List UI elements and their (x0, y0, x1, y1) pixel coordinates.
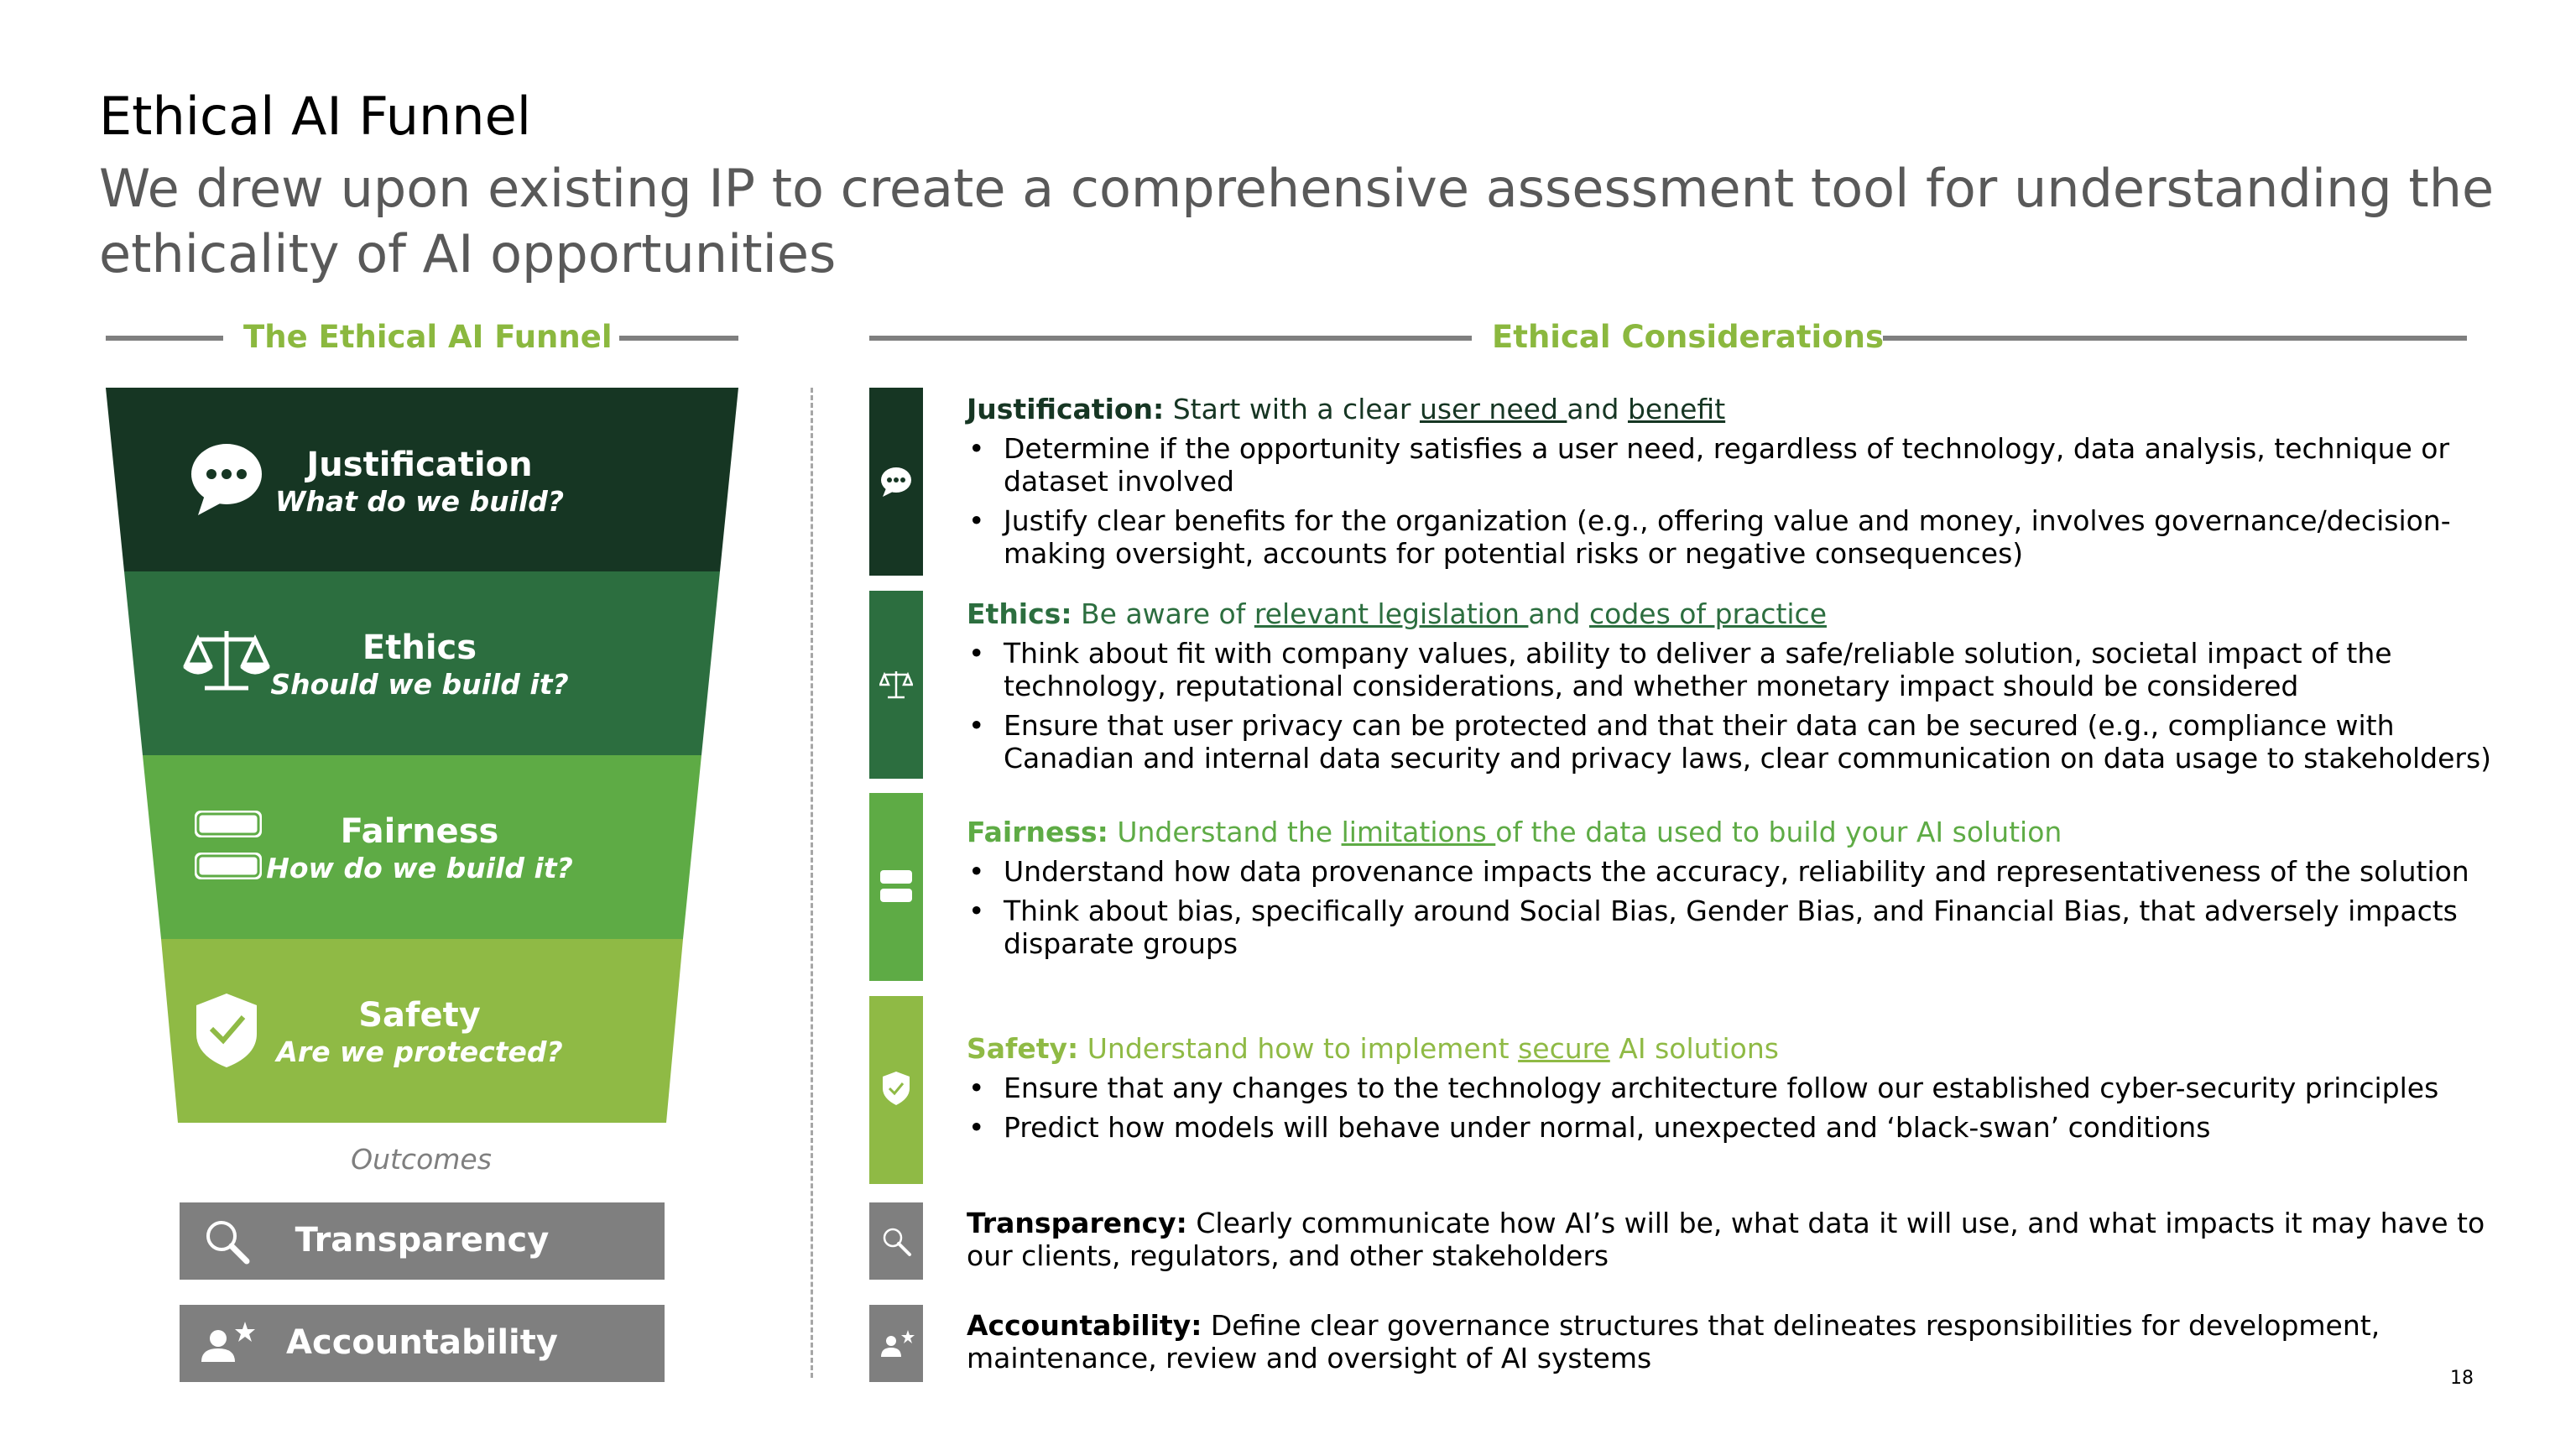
funnel-question: Are we protected? (276, 1035, 563, 1068)
consideration-text: AI solutions (1609, 1032, 1779, 1065)
consideration-heading: Fairness: Understand the limitations of … (967, 816, 2494, 848)
magnifier-icon (206, 1221, 250, 1265)
consideration-transparency: Transparency: Clearly communicate how AI… (967, 1207, 2494, 1272)
outcome-label: Accountability (286, 1323, 558, 1362)
consideration-bullets: Think about fit with company values, abi… (967, 637, 2494, 775)
shield-check-icon (883, 1072, 910, 1105)
consideration-text: Understand the (1108, 816, 1342, 848)
magnifier-icon (883, 1228, 911, 1256)
consideration-text: and (1567, 393, 1628, 425)
outcomes-label: Outcomes (351, 1143, 492, 1176)
link-user-need[interactable]: user need (1419, 393, 1567, 425)
bullet-item: Understand how data provenance impacts t… (967, 855, 2494, 888)
consideration-bullets: Understand how data provenance impacts t… (967, 855, 2494, 960)
funnel-question: What do we build? (274, 485, 565, 518)
bar-justification (869, 388, 923, 576)
funnel-heading: Ethics (362, 629, 477, 667)
consideration-text: of the data used to build your AI soluti… (1495, 816, 2062, 848)
link-benefit[interactable]: benefit (1627, 393, 1726, 425)
outcome-transparency: Transparency (180, 1202, 665, 1280)
link-secure[interactable]: secure (1518, 1032, 1610, 1065)
consideration-bullets: Determine if the opportunity satisfies a… (967, 432, 2494, 570)
link-limitations[interactable]: limitations (1341, 816, 1496, 848)
page-title: Ethical AI Funnel (99, 86, 531, 147)
consideration-bullets: Ensure that any changes to the technolog… (967, 1072, 2494, 1144)
consideration-fairness: Fairness: Understand the limitations of … (967, 816, 2494, 967)
funnel-tier-safety (161, 939, 683, 1123)
bar-safety (869, 996, 923, 1184)
consideration-title: Justification: (967, 393, 1165, 425)
bullet-item: Justify clear benefits for the organizat… (967, 504, 2494, 570)
funnel-question: How do we build it? (266, 852, 573, 884)
consideration-heading: Justification: Start with a clear user n… (967, 393, 2494, 425)
right-header-rule-left (869, 336, 1472, 341)
consideration-text: and (1528, 597, 1589, 630)
database-icon (195, 811, 262, 879)
consideration-title: Accountability: (967, 1309, 1202, 1342)
scales-icon (879, 671, 913, 699)
consideration-text: Clearly communicate how AI’s will be, wh… (967, 1207, 2485, 1272)
funnel-heading: Fairness (340, 812, 499, 851)
funnel-graphic (106, 388, 738, 1123)
bullet-item: Predict how models will behave under nor… (967, 1111, 2494, 1144)
speech-bubble-icon (881, 467, 911, 497)
funnel-text-safety: Safety Are we protected? (252, 995, 587, 1069)
funnel-text-ethics: Ethics Should we build it? (252, 628, 587, 702)
consideration-title: Safety: (967, 1032, 1079, 1065)
funnel-tier-ethics (124, 571, 720, 755)
outcome-accountability: Accountability (180, 1305, 665, 1382)
column-divider (811, 388, 813, 1378)
database-icon (880, 870, 912, 902)
funnel-question: Should we build it? (270, 668, 569, 701)
right-header-rule-right (1883, 336, 2467, 341)
bullet-item: Think about fit with company values, abi… (967, 637, 2494, 702)
funnel-text-fairness: Fairness How do we build it? (252, 811, 587, 885)
consideration-text: Be aware of (1072, 597, 1254, 630)
bullet-item: Ensure that user privacy can be protecte… (967, 709, 2494, 775)
shield-check-icon (196, 994, 257, 1067)
consideration-text: Start with a clear (1164, 393, 1420, 425)
bar-fairness (869, 793, 923, 981)
bullet-item: Ensure that any changes to the technolog… (967, 1072, 2494, 1104)
left-section-label: The Ethical AI Funnel (243, 319, 613, 355)
bar-ethics (869, 591, 923, 779)
page-subtitle: We drew upon existing IP to create a com… (99, 158, 2495, 284)
consideration-accountability: Accountability: Define clear governance … (967, 1309, 2494, 1374)
bullet-item: Determine if the opportunity satisfies a… (967, 432, 2494, 498)
funnel-heading: Justification (306, 446, 533, 484)
consideration-ethics: Ethics: Be aware of relevant legislation… (967, 597, 2494, 781)
funnel-tier-fairness (143, 755, 701, 939)
link-relevant-legislation[interactable]: relevant legislation (1254, 597, 1529, 630)
person-star-icon (201, 1322, 255, 1362)
link-codes-of-practice[interactable]: codes of practice (1589, 597, 1827, 630)
page-number: 18 (2450, 1368, 2474, 1389)
scales-icon (183, 631, 270, 691)
outcome-label: Transparency (295, 1221, 550, 1260)
left-header-rule-left (106, 336, 223, 341)
consideration-heading: Safety: Understand how to implement secu… (967, 1032, 2494, 1065)
right-section-label: Ethical Considerations (1492, 319, 1885, 355)
consideration-title: Transparency: (967, 1207, 1187, 1239)
consideration-justification: Justification: Start with a clear user n… (967, 393, 2494, 576)
consideration-text: Understand how to implement (1078, 1032, 1519, 1065)
consideration-heading: Ethics: Be aware of relevant legislation… (967, 597, 2494, 630)
bullet-item: Think about bias, specifically around So… (967, 895, 2494, 960)
consideration-safety: Safety: Understand how to implement secu… (967, 1032, 2494, 1150)
consideration-title: Fairness: (967, 816, 1108, 848)
funnel-tier-justification (106, 388, 738, 571)
bar-transparency (869, 1202, 923, 1280)
left-header-rule-right (619, 336, 738, 341)
bar-accountability (869, 1305, 923, 1382)
speech-bubble-icon (191, 444, 262, 515)
funnel-heading: Safety (358, 996, 481, 1035)
consideration-title: Ethics: (967, 597, 1072, 630)
funnel-text-justification: Justification What do we build? (252, 445, 587, 519)
consideration-text: Define clear governance structures that … (967, 1309, 2380, 1374)
person-star-icon (881, 1330, 915, 1357)
